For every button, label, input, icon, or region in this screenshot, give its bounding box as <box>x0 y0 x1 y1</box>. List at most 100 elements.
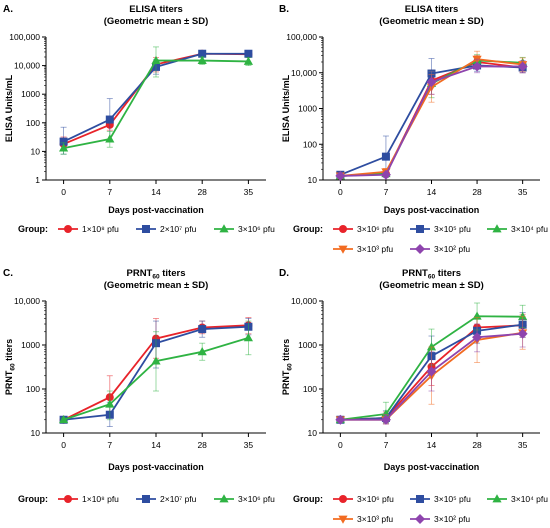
legend-marker <box>339 495 347 503</box>
y-tick-label: 100 <box>26 384 40 394</box>
chart-title: ELISA titers <box>405 4 459 15</box>
x-axis-label: Days post-vaccination <box>384 462 480 472</box>
y-axis-label: PRNT60 titers <box>281 339 294 395</box>
legend-label: 3×10⁶ pfu <box>238 224 275 234</box>
legend: Group: 3×10⁶ pfu 3×10⁵ pfu 3×10⁴ pfu 3×10³ p… <box>293 494 548 524</box>
legend-label: 3×10⁴ pfu <box>511 494 548 504</box>
chart-panel-2: B. ELISA titers(Geometric mean ± SD) 10 100… <box>279 4 548 254</box>
data-point <box>59 414 69 424</box>
legend-marker <box>142 225 150 233</box>
legend-title: Group: <box>293 224 323 234</box>
legend: Group: 1×10⁸ pfu 2×10⁷ pfu 3×10⁶ pfu <box>18 224 275 234</box>
y-tick-label: 100,000 <box>9 32 40 42</box>
x-tick-label: 14 <box>427 187 437 197</box>
data-point <box>381 409 391 418</box>
data-point <box>244 49 253 58</box>
data-point <box>335 170 346 181</box>
series <box>335 319 528 425</box>
legend-marker <box>416 225 424 233</box>
y-tick-label: 10 <box>308 428 318 438</box>
legend-label: 3×10³ pfu <box>357 514 393 524</box>
y-axis-label: ELISA Units/mL <box>4 74 14 142</box>
chart-subtitle: (Geometric mean ± SD) <box>379 16 483 27</box>
legend-label: 1×10⁸ pfu <box>82 494 119 504</box>
legend-label: 3×10⁴ pfu <box>511 224 548 234</box>
data-point <box>105 134 115 143</box>
legend-marker <box>492 494 502 503</box>
legend-label: 3×10³ pfu <box>357 244 393 254</box>
chart-title: PRNT60 titers <box>402 268 461 281</box>
legend-label: 3×10⁵ pfu <box>434 494 471 504</box>
y-tick-label: 100 <box>303 139 317 149</box>
x-axis-label: Days post-vaccination <box>108 462 204 472</box>
data-point <box>105 115 114 124</box>
legend-label: 3×10⁶ pfu <box>357 494 394 504</box>
y-tick-label: 1000 <box>21 340 40 350</box>
x-tick-label: 28 <box>197 440 207 450</box>
y-axis-label: PRNT60 titers <box>4 339 17 395</box>
y-tick-label: 10 <box>31 428 41 438</box>
panel-label: D. <box>279 268 289 279</box>
legend-title: Group: <box>18 494 48 504</box>
x-tick-label: 0 <box>61 440 66 450</box>
y-tick-label: 100 <box>26 118 40 128</box>
x-tick-label: 7 <box>107 440 112 450</box>
legend: Group: 1×10⁸ pfu 2×10⁷ pfu 3×10⁶ pfu <box>18 494 275 504</box>
x-tick-label: 7 <box>384 440 389 450</box>
data-point <box>426 342 437 351</box>
chart-panel-4: D. PRNT60 titers(Geometric mean ± SD)1010… <box>279 268 548 524</box>
legend-label: 1×10⁸ pfu <box>82 224 119 234</box>
legend-marker <box>64 495 72 503</box>
data-point <box>472 332 483 343</box>
y-tick-label: 10,000 <box>14 61 40 71</box>
legend-marker <box>338 515 348 524</box>
legend-label: 3×10⁵ pfu <box>434 224 471 234</box>
y-tick-label: 100,000 <box>286 32 317 42</box>
legend-marker <box>415 514 425 524</box>
x-tick-label: 14 <box>427 440 437 450</box>
legend-label: 3×10² pfu <box>434 514 470 524</box>
data-point <box>197 55 207 64</box>
legend-marker <box>338 245 348 254</box>
legend-label: 3×10² pfu <box>434 244 470 254</box>
x-axis-label: Days post-vaccination <box>384 205 480 215</box>
data-point <box>381 152 390 161</box>
data-point <box>472 61 483 72</box>
y-axis-label: ELISA Units/mL <box>281 74 291 142</box>
data-point <box>243 333 253 342</box>
legend-marker <box>64 225 72 233</box>
y-tick-label: 100 <box>303 384 317 394</box>
legend: Group: 3×10⁶ pfu 3×10⁵ pfu 3×10⁴ pfu 3×10³ p… <box>293 224 548 254</box>
y-tick-label: 1000 <box>298 104 317 114</box>
x-tick-label: 0 <box>338 440 343 450</box>
y-tick-label: 1 <box>35 175 40 185</box>
legend-marker <box>339 225 347 233</box>
data-point <box>59 143 69 152</box>
legend-title: Group: <box>18 224 48 234</box>
legend-marker <box>219 224 229 233</box>
x-tick-label: 35 <box>244 440 254 450</box>
data-point <box>151 55 161 64</box>
legend-label: 3×10⁶ pfu <box>357 224 394 234</box>
panel-label: C. <box>3 268 13 279</box>
series <box>59 320 253 424</box>
legend-marker <box>492 224 502 233</box>
x-axis-label: Days post-vaccination <box>108 205 204 215</box>
data-point <box>335 414 346 425</box>
x-tick-label: 35 <box>518 440 528 450</box>
chart-panel-3: C. PRNT60 titers (Geometric mean ± SD) 10 10… <box>3 268 275 504</box>
data-point <box>380 414 391 425</box>
panel-label: A. <box>3 4 13 15</box>
legend-marker <box>416 495 424 503</box>
y-tick-label: 10,000 <box>14 296 40 306</box>
x-tick-label: 35 <box>518 187 528 197</box>
x-tick-label: 7 <box>384 187 389 197</box>
legend-label: 2×10⁷ pfu <box>160 494 197 504</box>
x-tick-label: 0 <box>61 187 66 197</box>
chart-subtitle: (Geometric mean ± SD) <box>104 280 208 291</box>
panel-label: B. <box>279 4 289 15</box>
chart-subtitle: (Geometric mean ± SD) <box>379 280 483 291</box>
data-point <box>426 77 437 88</box>
y-tick-label: 10 <box>308 175 318 185</box>
